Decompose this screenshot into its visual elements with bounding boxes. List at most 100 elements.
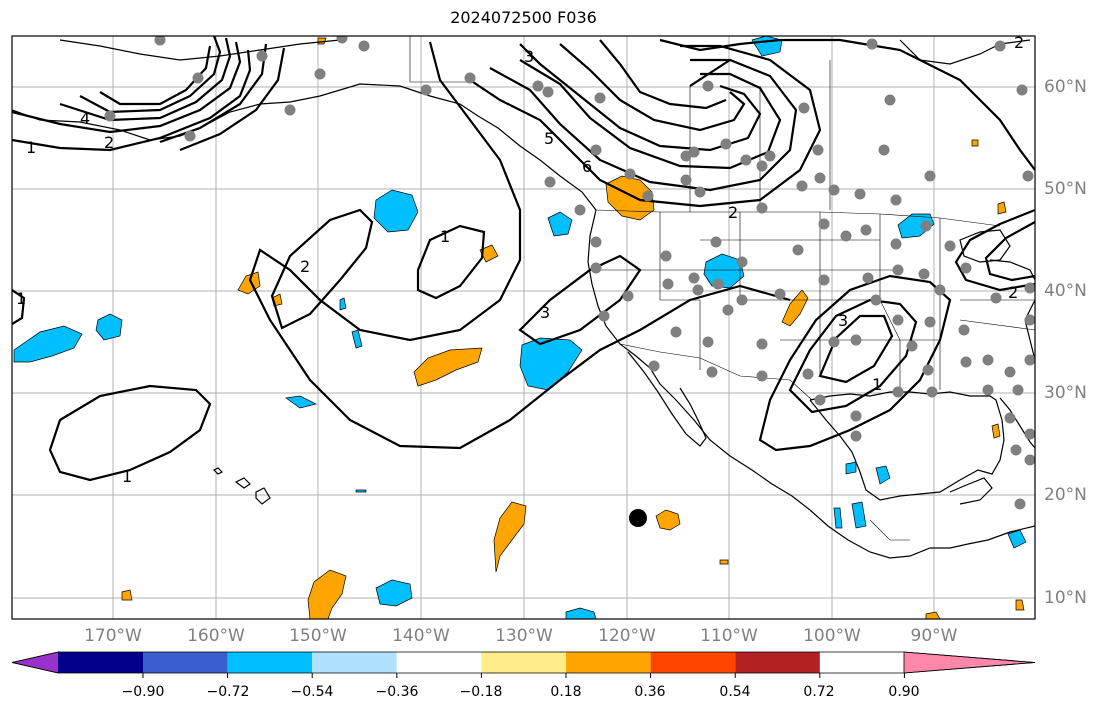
- station-dot: [850, 430, 862, 442]
- contour-label: 1: [440, 227, 450, 246]
- colorbar-outline: [11, 651, 1036, 674]
- station-dot: [1012, 384, 1024, 396]
- colorbar-tick-label: −0.90: [121, 684, 165, 700]
- station-dot: [860, 224, 872, 236]
- station-dot: [814, 394, 826, 406]
- station-dot: [688, 146, 700, 158]
- lon-label: 160°W: [187, 626, 245, 646]
- station-dot: [590, 144, 602, 156]
- station-dot: [1010, 444, 1022, 456]
- station-dot: [648, 360, 660, 372]
- station-dot: [622, 290, 634, 302]
- contour-label: 5: [544, 129, 554, 148]
- station-dot: [722, 304, 734, 316]
- station-dot: [662, 278, 674, 290]
- station-dot: [736, 256, 748, 268]
- lat-label: 40°N: [1044, 281, 1087, 301]
- station-dot: [924, 316, 936, 328]
- lon-label: 110°W: [700, 626, 758, 646]
- station-dot: [314, 68, 326, 80]
- station-dot: [764, 150, 776, 162]
- map-area: 1 1 1 1 2 2 2 2 3 3 3 4 5 6 1 2: [12, 33, 1035, 619]
- station-dot: [1024, 428, 1035, 440]
- station-markers: [104, 36, 1035, 510]
- station-dot: [862, 272, 874, 284]
- station-dot: [532, 80, 544, 92]
- colorbar: [11, 651, 1036, 678]
- station-dot: [990, 292, 1002, 304]
- lon-label: 90°W: [910, 626, 958, 646]
- station-dot: [712, 278, 724, 290]
- station-dot: [642, 190, 654, 202]
- negative-anomaly-areas: [13, 36, 1027, 619]
- station-dot: [798, 102, 810, 114]
- station-dot: [154, 36, 166, 46]
- contour-label: 3: [524, 47, 534, 66]
- colorbar-segment: [312, 652, 397, 673]
- station-dot: [1004, 366, 1016, 378]
- station-dot: [870, 294, 882, 306]
- colorbar-tick-label: 0.36: [634, 684, 666, 700]
- station-dot: [680, 174, 692, 186]
- station-dot: [660, 250, 672, 262]
- station-dot: [192, 72, 204, 84]
- colorbar-tick-label: 0.18: [550, 684, 582, 700]
- contour-label: 1: [16, 289, 26, 308]
- map-frame: [11, 35, 1036, 620]
- contour-lines: [12, 36, 1035, 482]
- contour-label: 6: [582, 157, 592, 176]
- lon-label: 170°W: [84, 626, 142, 646]
- station-dot: [850, 410, 862, 422]
- station-dot: [818, 218, 830, 230]
- station-dot: [756, 338, 768, 350]
- positive-anomaly-areas: [121, 37, 1025, 619]
- station-dot: [736, 294, 748, 306]
- station-dot: [598, 310, 610, 322]
- colorbar-segment: [481, 652, 566, 673]
- station-dot: [884, 94, 896, 106]
- contour-label: 2: [728, 203, 738, 222]
- station-dot: [1024, 314, 1035, 326]
- station-dot: [812, 144, 824, 156]
- lat-label: 30°N: [1044, 383, 1087, 403]
- station-dot: [702, 80, 714, 92]
- station-dot: [336, 36, 348, 44]
- colorbar-tick-label: −0.18: [459, 684, 503, 700]
- station-dot: [944, 240, 956, 252]
- colorbar-tick-label: −0.36: [375, 684, 419, 700]
- station-dot: [542, 86, 554, 98]
- station-dot: [926, 386, 938, 398]
- station-dot: [590, 262, 602, 274]
- station-dot: [688, 272, 700, 284]
- colorbar-extend-high: [903, 651, 1036, 674]
- station-dot: [924, 170, 936, 182]
- colorbar-segment: [143, 652, 228, 673]
- lon-label: 100°W: [803, 626, 861, 646]
- station-dot: [720, 138, 732, 150]
- colorbar-tick-label: −0.72: [206, 684, 250, 700]
- lon-label: 130°W: [495, 626, 553, 646]
- station-dot: [1004, 412, 1016, 424]
- station-dot: [256, 50, 268, 62]
- station-dot: [818, 274, 830, 286]
- colorbar-segment: [566, 652, 651, 673]
- contour-label: 1: [872, 375, 882, 394]
- contour-label: 2: [1014, 33, 1024, 52]
- contour-label: 3: [540, 303, 550, 322]
- station-dot: [828, 184, 840, 196]
- station-dot: [1024, 354, 1035, 366]
- contour-label: 1: [26, 138, 36, 157]
- colorbar-segment: [396, 652, 482, 673]
- contour-label-group: 1 1 1 1 2 2 2 2 3 3 3 4 5 6 1 2: [16, 33, 1024, 486]
- station-dot: [574, 204, 586, 216]
- contour-label: 4: [80, 109, 90, 128]
- station-dot: [756, 160, 768, 172]
- station-dot: [706, 366, 718, 378]
- station-dot: [922, 364, 934, 376]
- station-dot: [1022, 170, 1034, 182]
- station-dot: [284, 104, 296, 116]
- colorbar-segment: [227, 652, 313, 673]
- station-dot: [464, 72, 476, 84]
- station-dot: [358, 40, 370, 52]
- station-dot: [814, 172, 826, 184]
